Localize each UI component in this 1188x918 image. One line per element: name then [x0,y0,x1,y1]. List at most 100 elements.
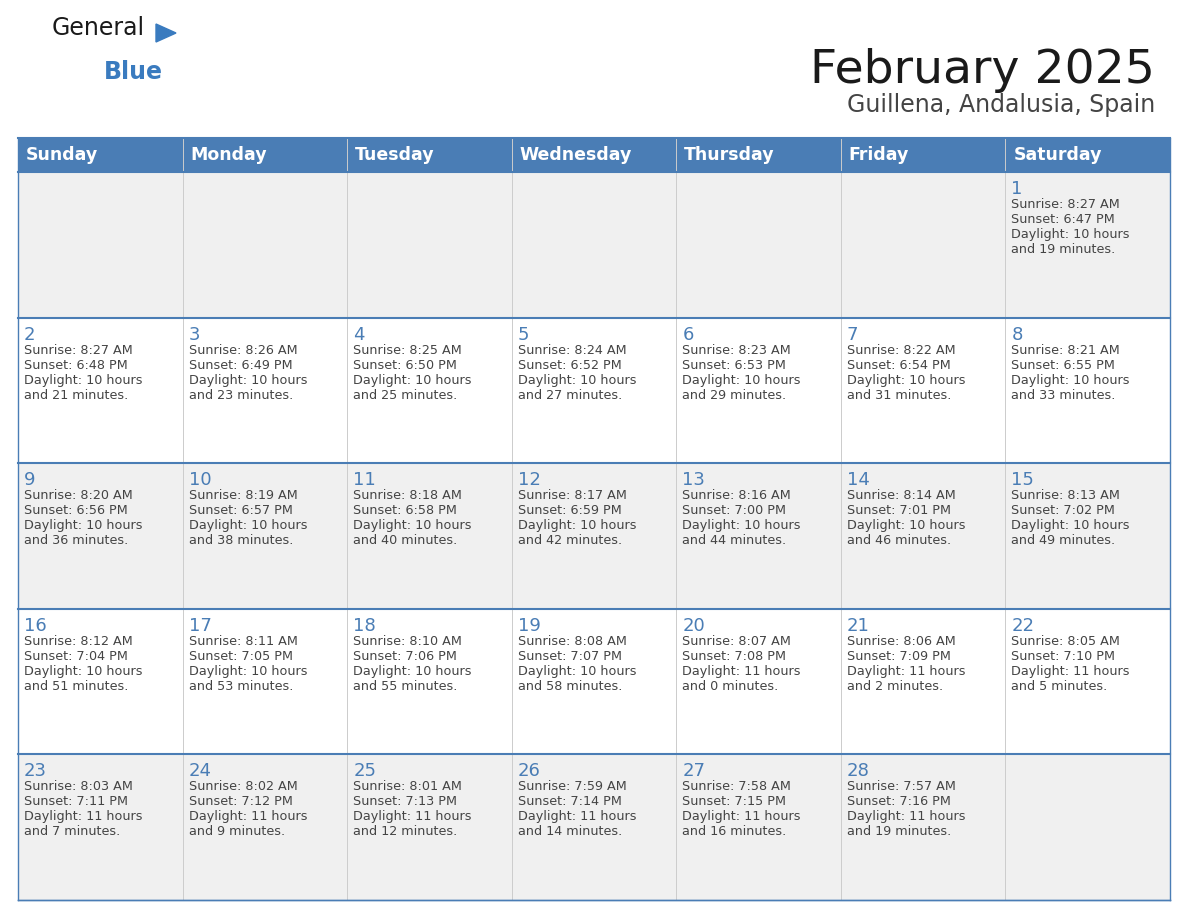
Text: General: General [52,16,145,40]
Text: Sunrise: 8:17 AM: Sunrise: 8:17 AM [518,489,626,502]
Text: Sunrise: 8:14 AM: Sunrise: 8:14 AM [847,489,955,502]
Text: 26: 26 [518,763,541,780]
Text: Sunset: 7:10 PM: Sunset: 7:10 PM [1011,650,1116,663]
Text: and 49 minutes.: and 49 minutes. [1011,534,1116,547]
Text: Daylight: 10 hours: Daylight: 10 hours [189,665,307,677]
Text: 16: 16 [24,617,46,635]
Text: Sunrise: 8:22 AM: Sunrise: 8:22 AM [847,343,955,356]
Text: Sunset: 7:14 PM: Sunset: 7:14 PM [518,795,621,809]
Text: and 19 minutes.: and 19 minutes. [1011,243,1116,256]
Text: 17: 17 [189,617,211,635]
Text: Monday: Monday [190,146,267,164]
Text: Sunrise: 8:27 AM: Sunrise: 8:27 AM [24,343,133,356]
Text: and 44 minutes.: and 44 minutes. [682,534,786,547]
Text: Daylight: 11 hours: Daylight: 11 hours [682,665,801,677]
Text: and 53 minutes.: and 53 minutes. [189,680,293,693]
Text: Sunrise: 8:27 AM: Sunrise: 8:27 AM [1011,198,1120,211]
Text: Sunset: 6:58 PM: Sunset: 6:58 PM [353,504,457,517]
Text: Sunday: Sunday [26,146,99,164]
Text: Sunset: 7:05 PM: Sunset: 7:05 PM [189,650,292,663]
Text: 20: 20 [682,617,704,635]
Text: Sunset: 7:00 PM: Sunset: 7:00 PM [682,504,786,517]
Text: Sunset: 6:47 PM: Sunset: 6:47 PM [1011,213,1116,226]
Text: Daylight: 10 hours: Daylight: 10 hours [1011,374,1130,386]
Text: 4: 4 [353,326,365,343]
Text: Sunset: 6:52 PM: Sunset: 6:52 PM [518,359,621,372]
Text: and 36 minutes.: and 36 minutes. [24,534,128,547]
Text: 10: 10 [189,471,211,489]
Text: Sunset: 7:02 PM: Sunset: 7:02 PM [1011,504,1116,517]
Text: Sunrise: 7:58 AM: Sunrise: 7:58 AM [682,780,791,793]
Text: Sunrise: 8:06 AM: Sunrise: 8:06 AM [847,635,955,648]
Text: Sunset: 6:53 PM: Sunset: 6:53 PM [682,359,786,372]
Text: 9: 9 [24,471,36,489]
Text: and 23 minutes.: and 23 minutes. [189,388,292,401]
Text: and 16 minutes.: and 16 minutes. [682,825,786,838]
Text: Sunset: 6:57 PM: Sunset: 6:57 PM [189,504,292,517]
Text: and 7 minutes.: and 7 minutes. [24,825,120,838]
Text: Sunset: 6:50 PM: Sunset: 6:50 PM [353,359,457,372]
Bar [18,172,1170,318]
Bar [18,318,1170,464]
Text: Daylight: 10 hours: Daylight: 10 hours [847,374,966,386]
Text: Sunrise: 8:05 AM: Sunrise: 8:05 AM [1011,635,1120,648]
Text: and 31 minutes.: and 31 minutes. [847,388,952,401]
Text: Tuesday: Tuesday [355,146,435,164]
Text: and 9 minutes.: and 9 minutes. [189,825,285,838]
Text: Sunrise: 7:59 AM: Sunrise: 7:59 AM [518,780,626,793]
Text: Sunset: 7:08 PM: Sunset: 7:08 PM [682,650,786,663]
Text: and 42 minutes.: and 42 minutes. [518,534,621,547]
Text: Friday: Friday [849,146,909,164]
Text: and 40 minutes.: and 40 minutes. [353,534,457,547]
Text: Sunrise: 8:21 AM: Sunrise: 8:21 AM [1011,343,1120,356]
Text: and 5 minutes.: and 5 minutes. [1011,680,1107,693]
Text: Sunset: 7:16 PM: Sunset: 7:16 PM [847,795,950,809]
Text: Sunset: 7:06 PM: Sunset: 7:06 PM [353,650,457,663]
Text: 2: 2 [24,326,36,343]
Text: Sunrise: 8:13 AM: Sunrise: 8:13 AM [1011,489,1120,502]
Text: Daylight: 11 hours: Daylight: 11 hours [682,811,801,823]
Text: Sunset: 6:56 PM: Sunset: 6:56 PM [24,504,128,517]
Text: Sunset: 6:48 PM: Sunset: 6:48 PM [24,359,128,372]
Text: Daylight: 11 hours: Daylight: 11 hours [847,665,966,677]
Text: Daylight: 10 hours: Daylight: 10 hours [24,374,143,386]
Polygon shape [156,24,176,42]
Text: Sunrise: 8:01 AM: Sunrise: 8:01 AM [353,780,462,793]
Text: Daylight: 11 hours: Daylight: 11 hours [1011,665,1130,677]
Text: and 55 minutes.: and 55 minutes. [353,680,457,693]
Text: and 25 minutes.: and 25 minutes. [353,388,457,401]
Text: Sunrise: 8:24 AM: Sunrise: 8:24 AM [518,343,626,356]
Text: Sunset: 7:11 PM: Sunset: 7:11 PM [24,795,128,809]
Text: Daylight: 10 hours: Daylight: 10 hours [1011,520,1130,532]
Text: and 0 minutes.: and 0 minutes. [682,680,778,693]
Text: Sunset: 7:01 PM: Sunset: 7:01 PM [847,504,950,517]
Text: Daylight: 11 hours: Daylight: 11 hours [353,811,472,823]
Text: and 51 minutes.: and 51 minutes. [24,680,128,693]
Text: Sunrise: 8:26 AM: Sunrise: 8:26 AM [189,343,297,356]
Text: Daylight: 11 hours: Daylight: 11 hours [847,811,966,823]
Text: and 38 minutes.: and 38 minutes. [189,534,293,547]
Bar [18,609,1170,755]
Text: Daylight: 11 hours: Daylight: 11 hours [518,811,637,823]
Text: Sunset: 7:13 PM: Sunset: 7:13 PM [353,795,457,809]
Text: and 29 minutes.: and 29 minutes. [682,388,786,401]
Text: 14: 14 [847,471,870,489]
Text: 1: 1 [1011,180,1023,198]
Text: Daylight: 11 hours: Daylight: 11 hours [189,811,307,823]
Text: 23: 23 [24,763,48,780]
Text: Daylight: 10 hours: Daylight: 10 hours [518,665,637,677]
Text: Daylight: 10 hours: Daylight: 10 hours [353,520,472,532]
Text: February 2025: February 2025 [810,48,1155,93]
Text: Daylight: 11 hours: Daylight: 11 hours [24,811,143,823]
Text: Daylight: 10 hours: Daylight: 10 hours [682,520,801,532]
Text: and 46 minutes.: and 46 minutes. [847,534,950,547]
Text: and 58 minutes.: and 58 minutes. [518,680,623,693]
Text: Sunset: 6:54 PM: Sunset: 6:54 PM [847,359,950,372]
Text: Sunrise: 8:10 AM: Sunrise: 8:10 AM [353,635,462,648]
Text: Guillena, Andalusia, Spain: Guillena, Andalusia, Spain [847,93,1155,117]
Text: 8: 8 [1011,326,1023,343]
Text: and 2 minutes.: and 2 minutes. [847,680,943,693]
Text: Saturday: Saturday [1013,146,1102,164]
Bar [18,138,1170,172]
Text: and 21 minutes.: and 21 minutes. [24,388,128,401]
